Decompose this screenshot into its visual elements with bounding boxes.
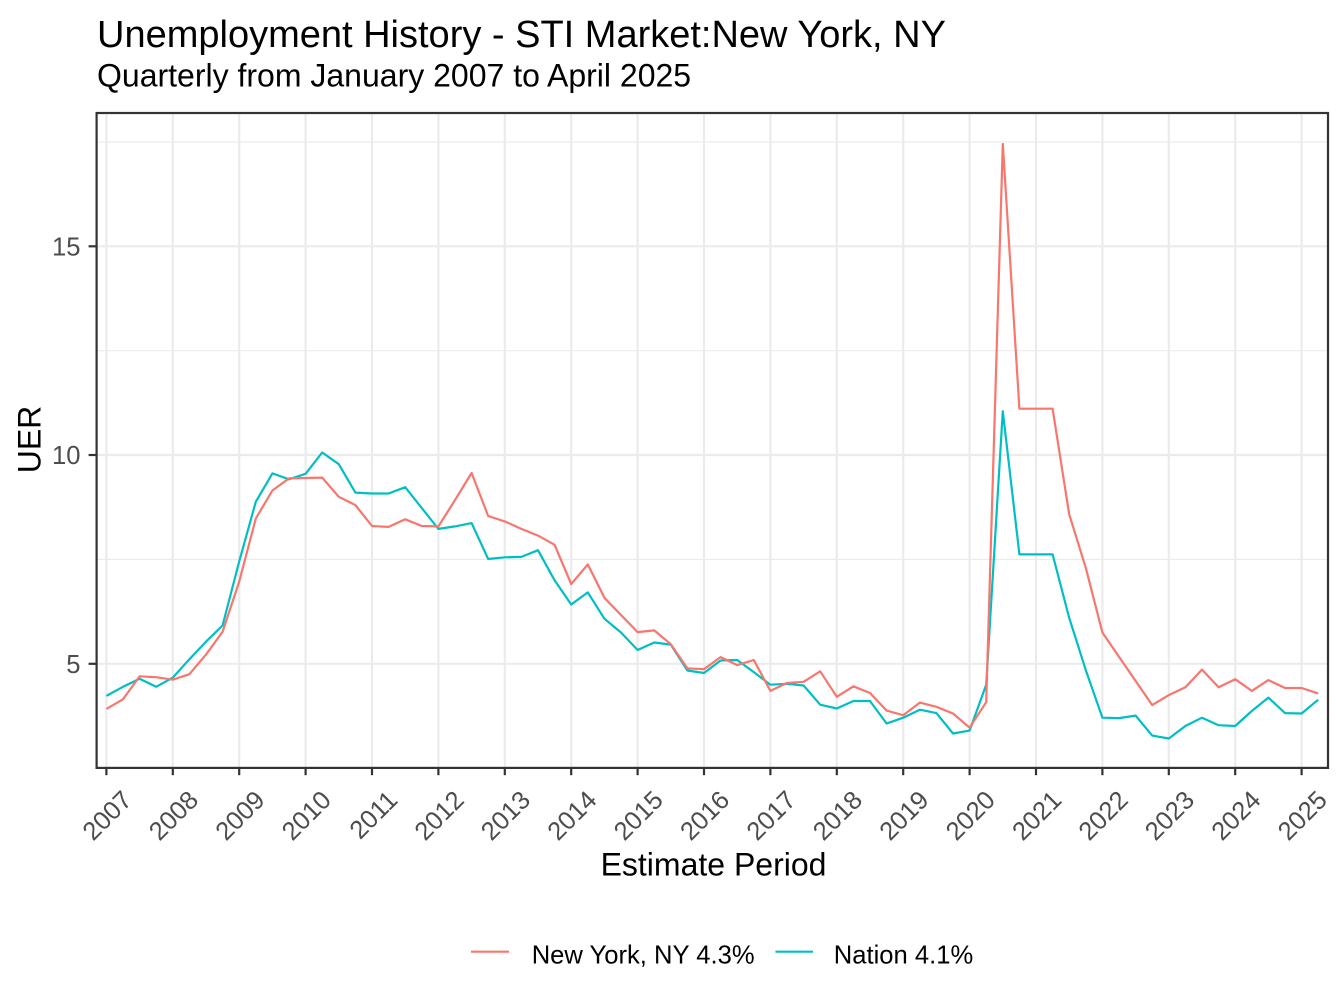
svg-text:Quarterly from January 2007 to: Quarterly from January 2007 to April 202… <box>97 57 691 93</box>
svg-text:5: 5 <box>66 651 80 679</box>
svg-text:New York, NY 4.3%: New York, NY 4.3% <box>532 941 755 969</box>
svg-text:10: 10 <box>52 442 80 470</box>
svg-text:Estimate Period: Estimate Period <box>601 847 827 883</box>
svg-text:15: 15 <box>52 234 80 262</box>
svg-text:Nation 4.1%: Nation 4.1% <box>834 941 973 969</box>
svg-text:Unemployment History - STI Mar: Unemployment History - STI Market:New Yo… <box>97 14 946 56</box>
svg-text:UER: UER <box>12 406 48 474</box>
